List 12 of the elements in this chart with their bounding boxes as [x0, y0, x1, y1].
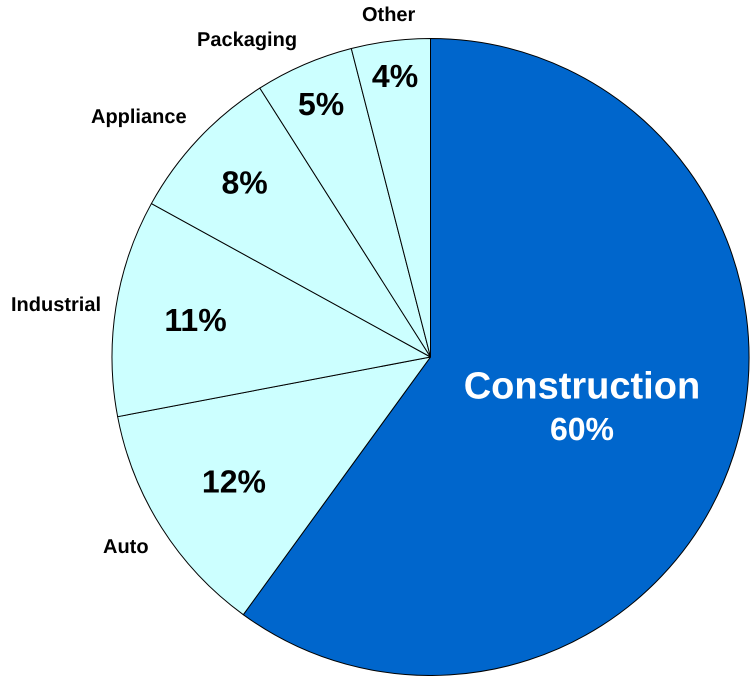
- slice-label: Other: [362, 4, 416, 26]
- slice-label: Appliance: [91, 106, 187, 128]
- data-label: 11%: [164, 302, 227, 338]
- data-label: 12%: [202, 464, 266, 500]
- slice-label: Packaging: [197, 29, 298, 51]
- data-label: 60%: [550, 411, 614, 448]
- data-label: 8%: [221, 164, 268, 200]
- slice-label: Auto: [103, 536, 149, 558]
- data-label: 5%: [298, 86, 344, 122]
- slice-label: Construction: [464, 365, 700, 408]
- slice-label: Industrial: [11, 294, 102, 316]
- data-label: 4%: [372, 58, 418, 94]
